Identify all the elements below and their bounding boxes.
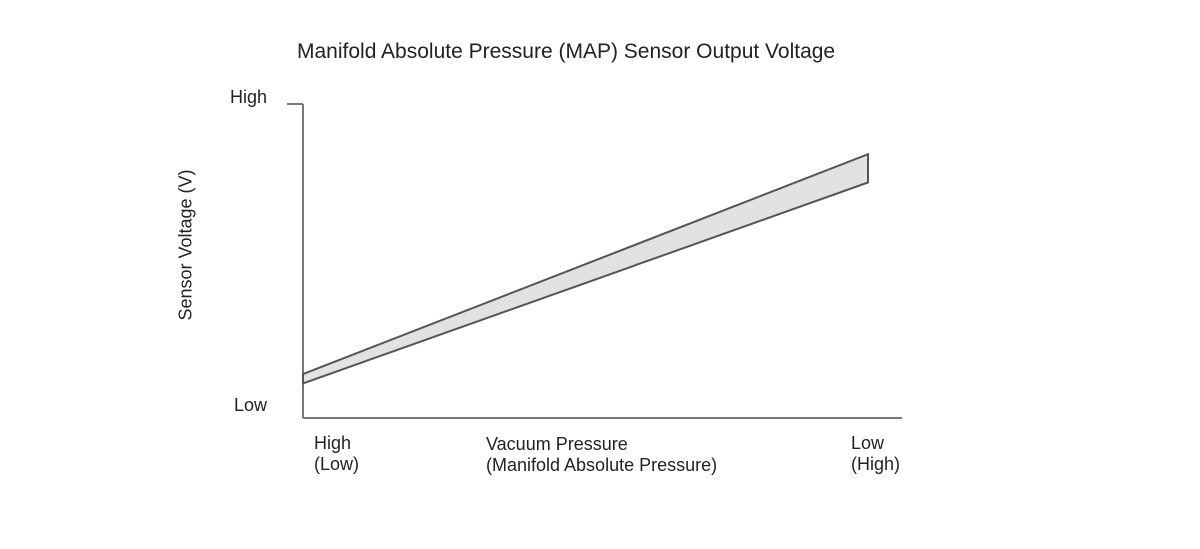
- x-axis-label-line-2: (Manifold Absolute Pressure): [486, 455, 718, 475]
- axes: [287, 103, 902, 419]
- x-axis-label-line-1: Vacuum Pressure: [486, 434, 628, 454]
- x-tick-left: High (Low): [314, 433, 360, 474]
- y-tick-low: Low: [234, 395, 268, 415]
- x-axis-label: Vacuum Pressure (Manifold Absolute Press…: [486, 434, 717, 476]
- data-marks: [302, 152, 869, 385]
- y-tick-high: High: [230, 87, 268, 107]
- voltage-band-0: [302, 152, 869, 385]
- x-tick-right: Low (High): [851, 433, 901, 474]
- chart-title: Manifold Absolute Pressure (MAP) Sensor …: [297, 40, 836, 63]
- y-axis-label: Sensor Voltage (V): [175, 169, 196, 321]
